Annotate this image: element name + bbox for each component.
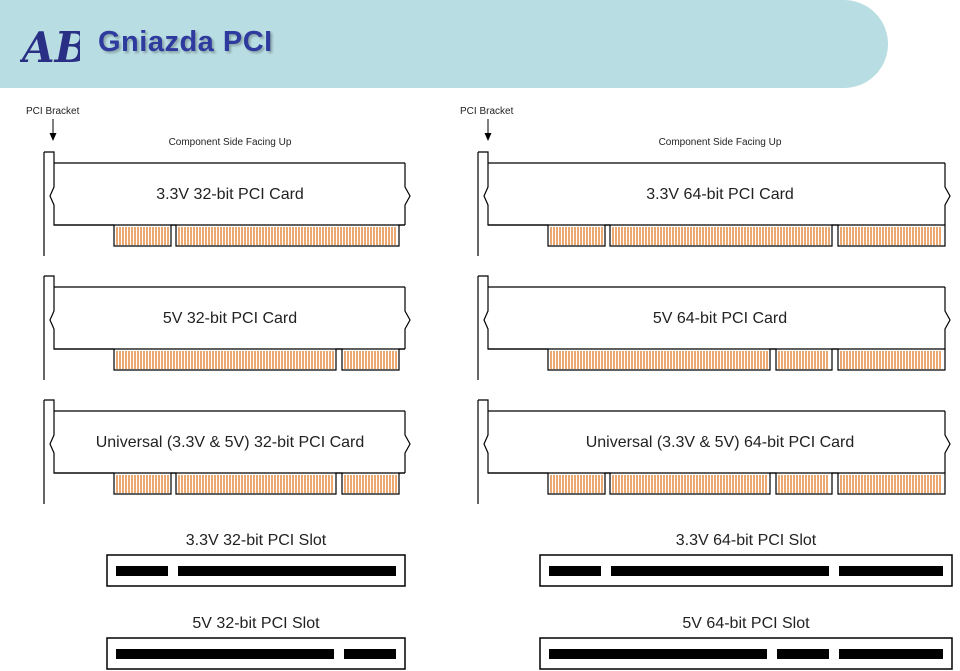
pci-diagram: PCI Bracket Component Side Facing Up PCI… [26,106,953,670]
card-label: Universal (3.3V & 5V) 32-bit PCI Card [96,434,365,451]
card-3v3-32bit: 3.3V 32-bit PCI Card [43,151,411,256]
card-edge [54,472,405,495]
card-label: 3.3V 32-bit PCI Card [156,186,304,203]
slot-3v3-32bit [106,554,406,587]
card-label: 5V 32-bit PCI Card [163,310,297,327]
side-label-32: Component Side Facing Up [169,137,292,148]
contact-block [550,227,603,245]
contact-block [778,475,828,493]
bracket-label-32: PCI Bracket [26,106,80,117]
contact-block [550,475,603,493]
side-label-64: Component Side Facing Up [659,137,782,148]
contact-block [840,351,941,369]
card-universal-32bit: Universal (3.3V & 5V) 32-bit PCI Card [43,399,411,504]
card-5v-32bit: 5V 32-bit PCI Card [43,275,411,380]
logo-text: AB [20,23,80,72]
contact-block [178,227,396,245]
card-edge [488,348,946,371]
ab-logo-icon: AB [20,23,80,72]
contact-block [116,351,334,369]
page-title: Gniazda PCI [98,26,273,58]
arrow-down-icon [49,133,57,141]
arrow-down-icon [484,133,492,141]
slot-5v-32bit [106,637,406,670]
card-edge [488,224,946,247]
contact-block [178,475,333,493]
contact-block [778,351,828,369]
contact-block [840,475,941,493]
slot-5v-64bit [539,637,953,670]
card-label: Universal (3.3V & 5V) 64-bit PCI Card [586,434,855,451]
contact-block [344,475,397,493]
card-3v3-64bit: 3.3V 64-bit PCI Card [477,151,951,256]
contact-block [840,227,941,245]
card-5v-64bit: 5V 64-bit PCI Card [477,275,951,380]
header-banner: AB Gniazda PCI [0,0,888,88]
card-universal-64bit: Universal (3.3V & 5V) 64-bit PCI Card [477,399,951,504]
contact-block [550,351,768,369]
slot-label-3v3-32bit: 3.3V 32-bit PCI Slot [186,532,327,549]
contact-block [116,227,169,245]
contact-block [612,227,830,245]
slot-3v3-64bit [539,554,953,587]
card-edge [54,224,405,247]
contact-block [612,475,767,493]
slot-label-5v-32bit: 5V 32-bit PCI Slot [192,615,320,632]
card-label: 3.3V 64-bit PCI Card [646,186,794,203]
card-label: 5V 64-bit PCI Card [653,310,787,327]
card-edge [488,472,946,495]
contact-block [344,351,397,369]
slot-label-3v3-64bit: 3.3V 64-bit PCI Slot [676,532,817,549]
card-edge [54,348,405,371]
bracket-label-64: PCI Bracket [460,106,514,117]
contact-block [116,475,169,493]
slot-label-5v-64bit: 5V 64-bit PCI Slot [682,615,810,632]
